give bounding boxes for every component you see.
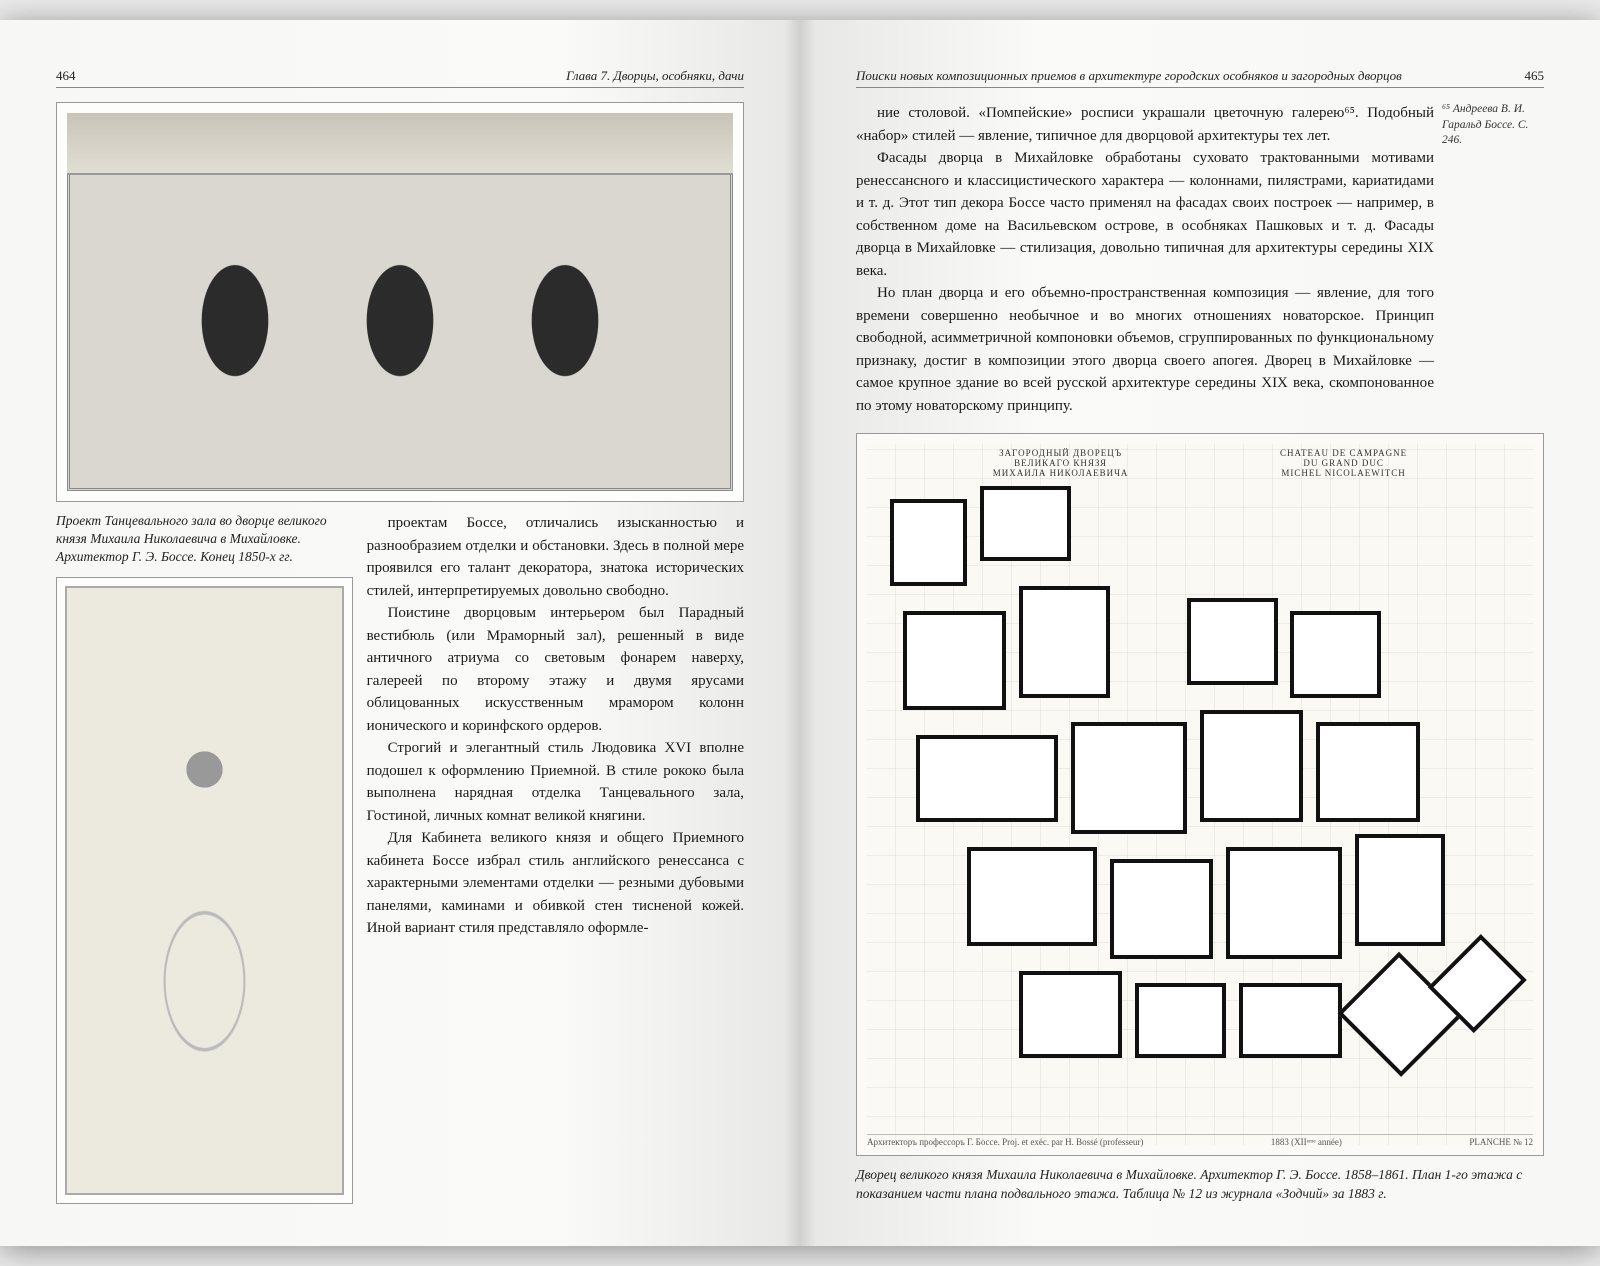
body-paragraph: Поистине дворцовым интерьером был Парадн… <box>367 602 744 737</box>
margin-footnote: ⁶⁵ Андреева В. И. Гаральд Боссе. С. 246. <box>1434 102 1544 417</box>
page-right: Поиски новых композиционных приемов в ар… <box>800 20 1600 1246</box>
page-number-left: 464 <box>56 68 76 84</box>
running-title-left: Глава 7. Дворцы, особняки, дачи <box>566 68 744 84</box>
running-head-left: 464 Глава 7. Дворцы, особняки, дачи <box>56 68 744 88</box>
caption-figure-1: Проект Танцевального зала во дворце вели… <box>56 512 353 567</box>
body-paragraph: Но план дворца и его объемно-пространств… <box>856 282 1434 417</box>
page-number-right: 465 <box>1525 68 1545 84</box>
running-title-right: Поиски новых композиционных приемов в ар… <box>856 68 1402 84</box>
body-paragraph: ние столовой. «Помпейские» росписи украш… <box>856 102 1434 147</box>
left-column: Проект Танцевального зала во дворце вели… <box>56 512 353 1204</box>
plan-footer-left: Архитекторъ профессоръ Г. Боссе. Proj. e… <box>867 1137 1143 1147</box>
plan-footer-right: PLANCHE № 12 <box>1469 1137 1533 1147</box>
body-paragraph: Строгий и элегантный стиль Людовика XVI … <box>367 737 744 827</box>
body-paragraph: Для Кабинета великого князя и общего При… <box>367 827 744 940</box>
right-page-body-text: ние столовой. «Помпейские» росписи украш… <box>856 102 1434 417</box>
caption-figure-plan: Дворец великого князя Михаила Николаевич… <box>856 1166 1544 1204</box>
right-page-content: ние столовой. «Помпейские» росписи украш… <box>856 102 1544 1204</box>
plan-footer: Архитекторъ профессоръ Г. Боссе. Proj. e… <box>867 1134 1533 1147</box>
page-left: 464 Глава 7. Дворцы, особняки, дачи Прое… <box>0 20 800 1246</box>
figure-floor-plan: ЗАГОРОДНЫЙ ДВОРЕЦЪ ВЕЛИКАГО КНЯЗЯ МИХАИЛ… <box>856 433 1544 1156</box>
right-main-column: ние столовой. «Помпейские» росписи украш… <box>856 102 1544 1204</box>
book-spread: 464 Глава 7. Дворцы, особняки, дачи Прое… <box>0 20 1600 1246</box>
left-page-body-text: проектам Боссе, отличались изысканностью… <box>367 512 744 1204</box>
body-paragraph: проектам Боссе, отличались изысканностью… <box>367 512 744 602</box>
left-page-content: Проект Танцевального зала во дворце вели… <box>56 102 744 1204</box>
plan-rooms <box>877 474 1523 1095</box>
running-head-right: Поиски новых композиционных приемов в ар… <box>856 68 1544 88</box>
figure-wall-detail <box>56 577 353 1204</box>
body-paragraph: Фасады дворца в Михайловке обработаны су… <box>856 147 1434 282</box>
figure-ballroom-elevation <box>56 102 744 502</box>
plan-footer-mid: 1883 (XIIᵉᵐᵉ année) <box>1271 1137 1342 1147</box>
left-lower-row: Проект Танцевального зала во дворце вели… <box>56 512 744 1204</box>
